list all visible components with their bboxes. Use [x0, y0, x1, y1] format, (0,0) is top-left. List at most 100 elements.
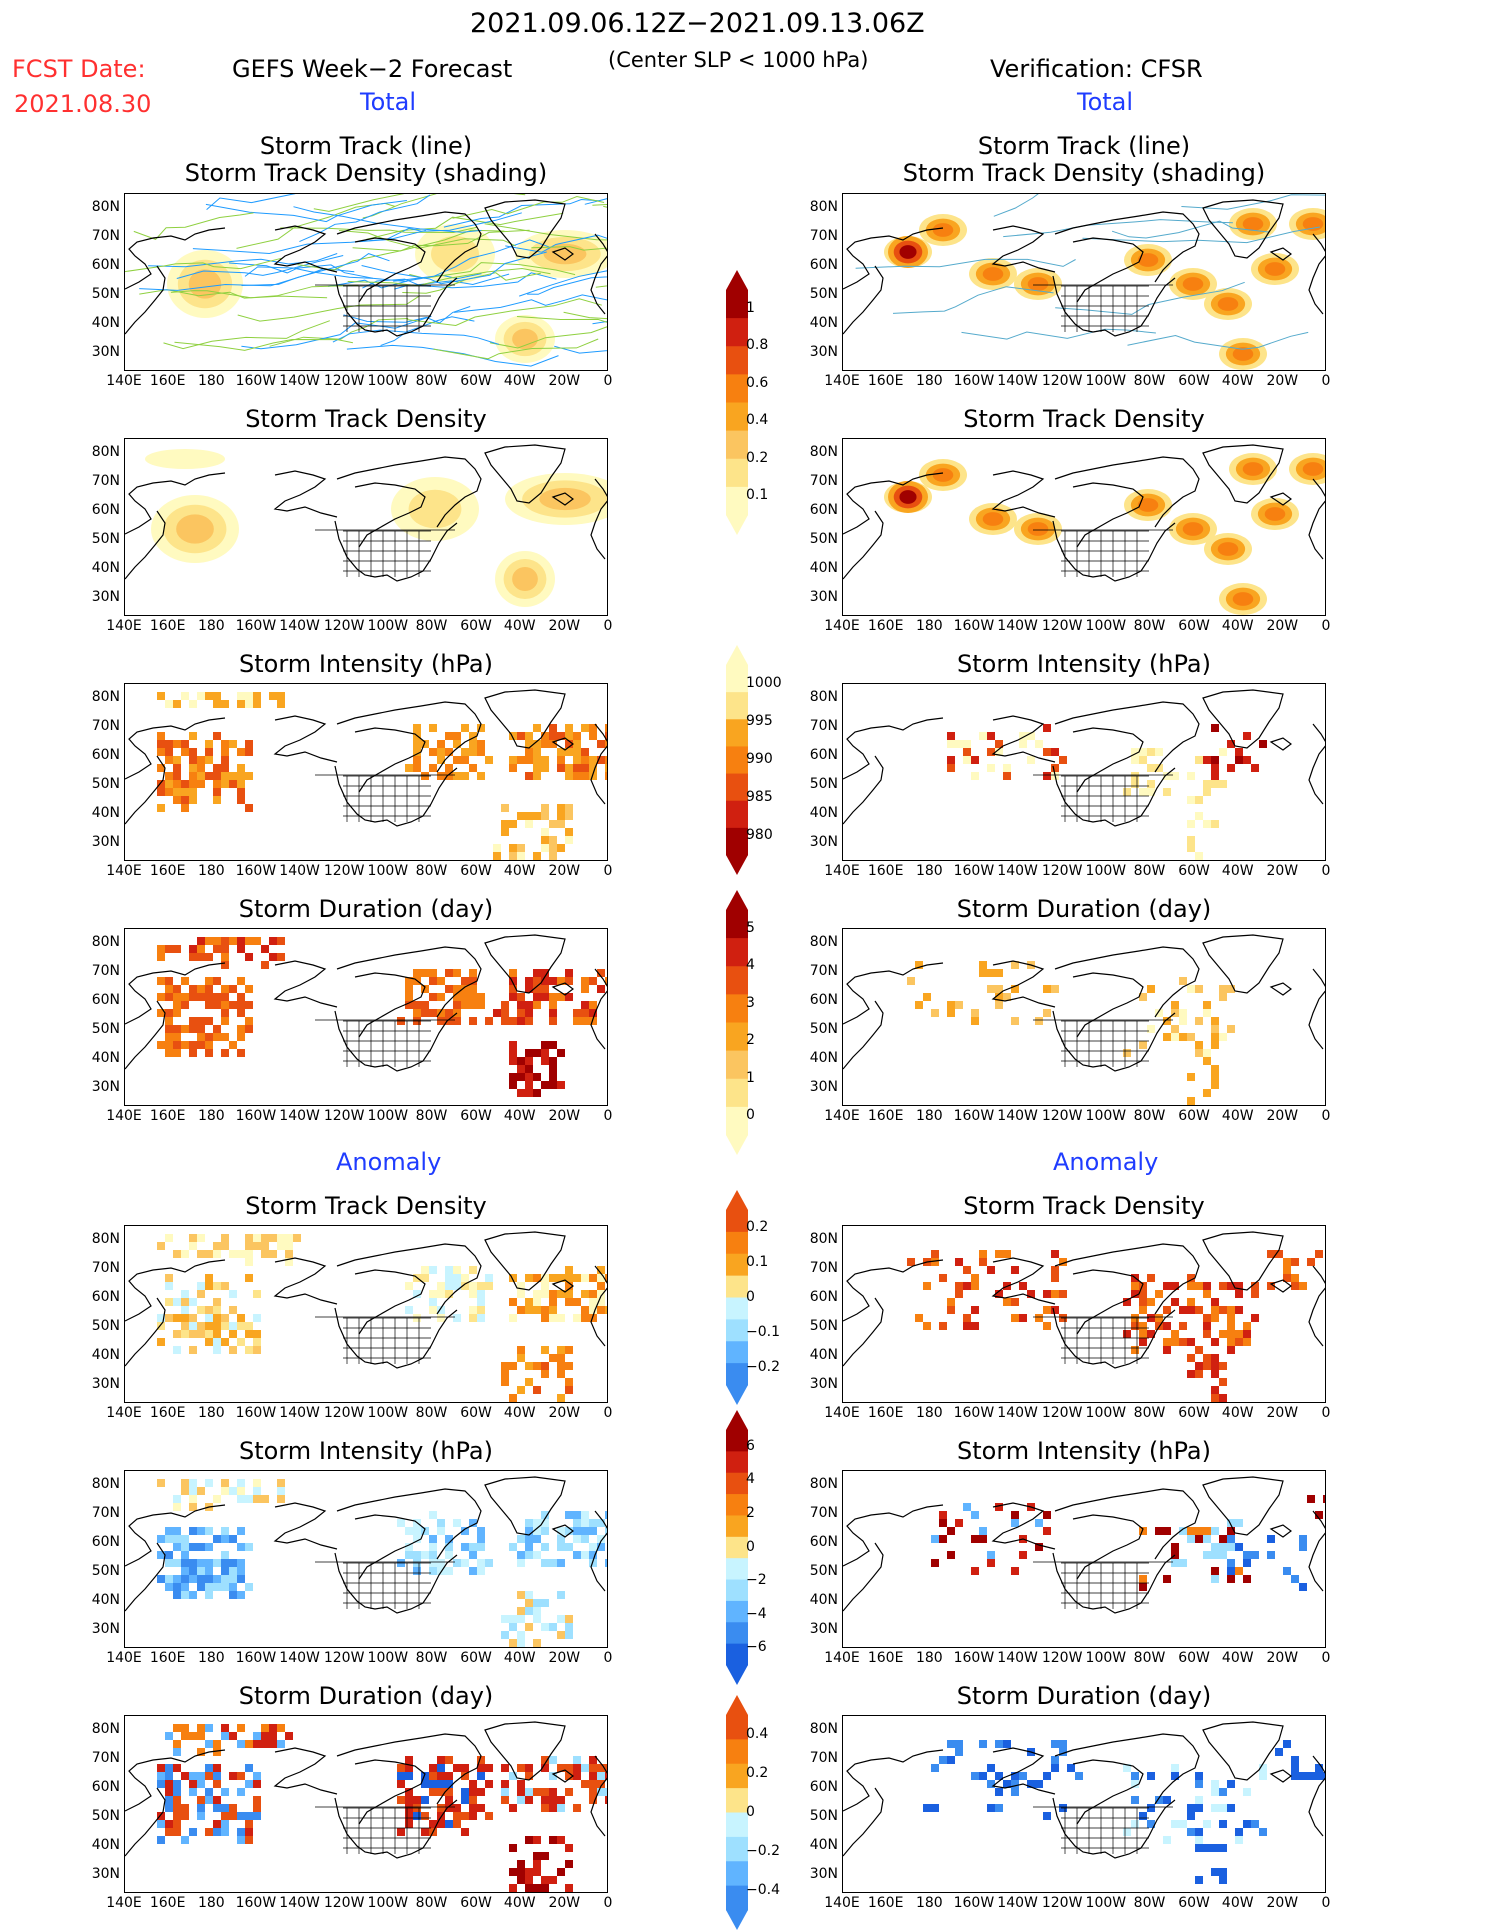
grid-cell: [573, 1017, 581, 1025]
grid-cell: [1251, 1314, 1259, 1322]
grid-cell: [189, 748, 197, 756]
grid-cell: [565, 1860, 573, 1868]
period-title: 2021.09.06.12Z−2021.09.13.06Z: [470, 8, 925, 39]
lat-label: 30N: [91, 589, 120, 605]
lon-label: 60W: [460, 373, 492, 389]
grid-cell: [253, 1314, 261, 1322]
grid-cell: [1211, 1314, 1219, 1322]
grid-cell: [165, 1551, 173, 1559]
grid-cell: [549, 1065, 557, 1073]
grid-cell: [221, 1033, 229, 1041]
grid-cell: [469, 732, 477, 740]
grid-cell: [1051, 748, 1059, 756]
grid-cell: [605, 1306, 607, 1314]
grid-cell: [157, 1764, 165, 1772]
lon-label: 20W: [1266, 1895, 1299, 1911]
grid-cell: [1235, 1828, 1243, 1836]
grid-cell: [589, 724, 597, 732]
storm-track-line: [892, 286, 1054, 314]
grid-cell: [533, 1860, 541, 1868]
grid-cell: [589, 1298, 597, 1306]
storm-track-line: [244, 266, 407, 282]
grid-cell: [1163, 1306, 1171, 1314]
grid-cell: [557, 993, 565, 1001]
grid-cell: [405, 1551, 413, 1559]
grid-cell: [261, 1732, 269, 1740]
lat-label: 80N: [91, 1231, 120, 1247]
grid-cell: [1235, 1836, 1243, 1844]
grid-cell: [947, 1527, 955, 1535]
grid-cell: [437, 748, 445, 756]
lon-label: 180: [197, 1405, 225, 1421]
grid-cell: [1019, 1551, 1027, 1559]
grid-cell: [541, 1346, 549, 1354]
lon-label: 160W: [953, 863, 995, 879]
lon-label: 80W: [415, 863, 448, 879]
grid-cell: [205, 1575, 213, 1583]
grid-cell: [461, 993, 469, 1001]
grid-cell: [565, 977, 573, 985]
grid-cell: [189, 764, 197, 772]
panel-title: Storm Intensity (hPa): [957, 1437, 1211, 1465]
grid-cell: [237, 977, 245, 985]
storm-track-line: [352, 229, 530, 252]
grid-cell: [429, 1764, 437, 1772]
lon-label: 20W: [548, 1108, 581, 1124]
grid-cell: [971, 772, 979, 780]
grid-cell: [1011, 1266, 1019, 1274]
lon-label: 100W: [1085, 1895, 1127, 1911]
lon-label: 120W: [323, 1895, 365, 1911]
grid-cell: [1155, 764, 1163, 772]
grid-cell: [1155, 1796, 1163, 1804]
grid-cell: [1219, 1033, 1227, 1041]
lat-label: 70N: [91, 473, 120, 489]
grid-cell: [565, 812, 573, 820]
grid-cell: [245, 1322, 253, 1330]
grid-cell: [501, 1362, 509, 1370]
grid-cell: [221, 1551, 229, 1559]
grid-cell: [477, 1527, 485, 1535]
grid-cell: [477, 724, 485, 732]
subtitle: (Center SLP < 1000 hPa): [608, 48, 869, 72]
grid-cell: [413, 1796, 421, 1804]
grid-cell: [477, 1001, 485, 1009]
grid-cell: [181, 1583, 189, 1591]
lon-label: 140W: [279, 373, 320, 389]
grid-cell: [213, 1025, 221, 1033]
grid-cell: [597, 756, 605, 764]
grid-cell: [1275, 1748, 1283, 1756]
grid-cell: [173, 740, 181, 748]
grid-cell: [165, 1583, 173, 1591]
grid-cell: [947, 732, 955, 740]
grid-cell: [429, 1551, 437, 1559]
grid-cell: [955, 1290, 963, 1298]
lon-label: 100W: [367, 863, 409, 879]
storm-track-line: [148, 253, 338, 268]
grid-cell: [245, 1346, 253, 1354]
grid-cell: [429, 1298, 437, 1306]
lon-label: 160E: [149, 1405, 186, 1421]
grid-cell: [963, 1314, 971, 1322]
grid-cell: [971, 1772, 979, 1780]
grid-cell: [963, 740, 971, 748]
grid-cell: [421, 1009, 429, 1017]
density-blob: [1242, 217, 1264, 231]
grid-cell: [405, 1282, 413, 1290]
grid-cell: [1315, 1772, 1323, 1780]
lat-label: 50N: [91, 1563, 120, 1579]
grid-cell: [573, 1314, 581, 1322]
grid-cell: [1163, 1017, 1171, 1025]
grid-cell: [557, 1591, 565, 1599]
grid-cell: [525, 1017, 533, 1025]
grid-cell: [1051, 985, 1059, 993]
storm-track-line: [241, 253, 390, 286]
lat-label: 70N: [809, 228, 838, 244]
colorbar-label: 0.2: [746, 1218, 769, 1235]
grid-cell: [197, 1017, 205, 1025]
grid-cell: [1211, 1804, 1219, 1812]
grid-cell: [253, 1479, 261, 1487]
grid-cell: [205, 740, 213, 748]
grid-cell: [979, 1250, 987, 1258]
grid-cell: [245, 985, 253, 993]
grid-cell: [501, 820, 509, 828]
